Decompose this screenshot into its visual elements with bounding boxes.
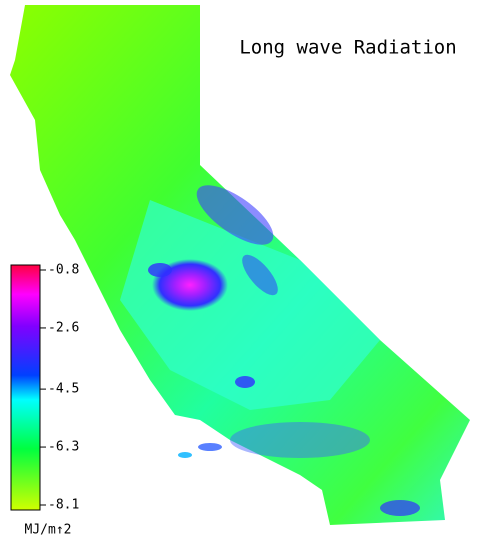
colorbar-tick-label: -8.1	[48, 498, 79, 513]
colorbar-tick-label: -0.8	[48, 263, 79, 278]
california	[10, 5, 470, 525]
colorbar	[10, 264, 41, 511]
colorbar-label: MJ/m↑2	[25, 523, 72, 538]
colorbar-tick-label: -6.3	[48, 440, 79, 455]
colorbar-tick-label: -2.6	[48, 320, 79, 335]
map-title: Long wave Radiation	[239, 37, 456, 59]
colorbar-tick-label: -4.5	[48, 382, 79, 397]
